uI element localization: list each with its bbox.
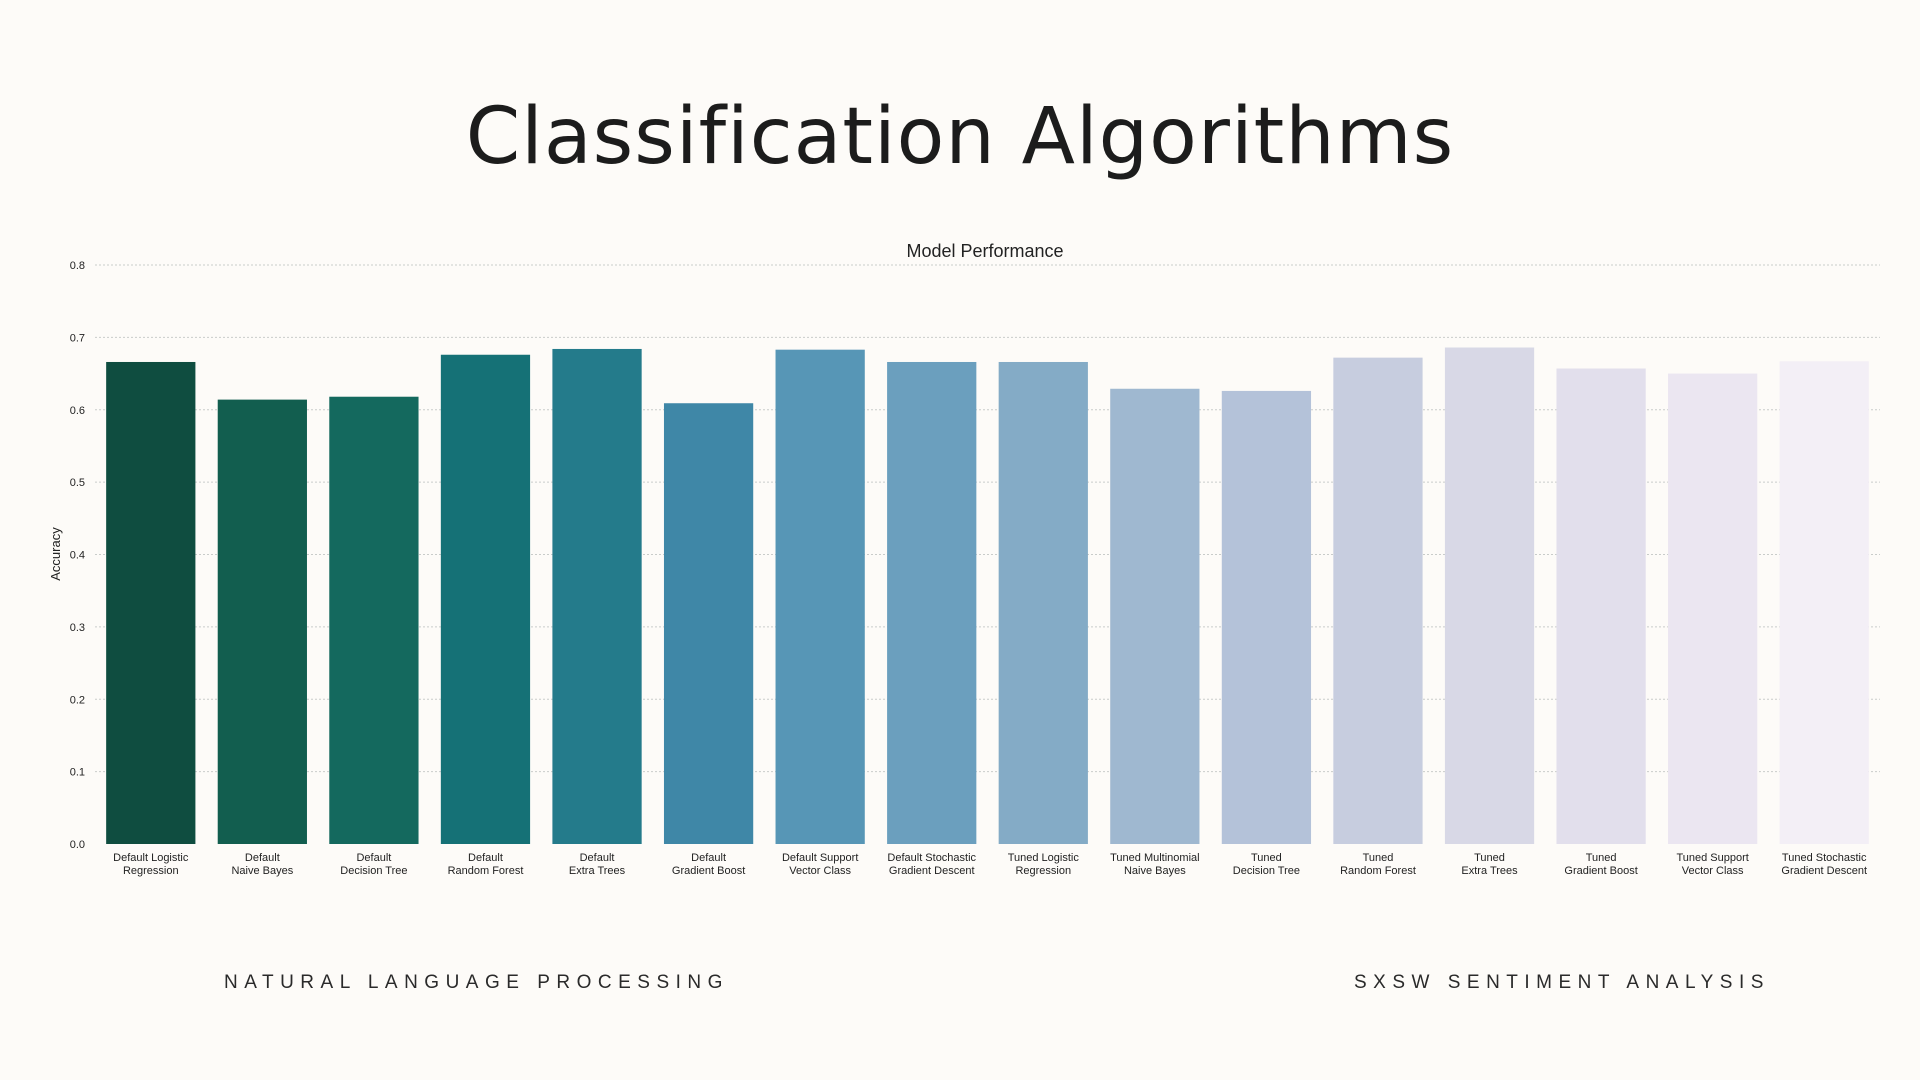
x-tick-label: Tuned Stochastic Gradient Descent xyxy=(1781,852,1867,877)
bar xyxy=(1668,373,1758,844)
x-tick-label: Default Extra Trees xyxy=(569,852,626,877)
bar xyxy=(1221,390,1312,844)
x-tick-label: Default Support Vector Class xyxy=(782,852,858,877)
x-tick-labels: Default Logistic Regression Default Naive B… xyxy=(113,852,1867,877)
x-tick-label: Tuned Support Vector Class xyxy=(1676,852,1748,877)
y-tick-label: 0.2 xyxy=(70,694,85,706)
bar-chart: Model Performance Accuracy 0.00.10.20.30… xyxy=(48,241,1880,877)
bars xyxy=(106,347,1869,844)
bar xyxy=(329,396,419,844)
x-tick-label: Tuned Extra Trees xyxy=(1461,852,1518,877)
bar xyxy=(887,361,977,844)
x-tick-label: Tuned Multinomial Naive Bayes xyxy=(1110,852,1199,877)
bar xyxy=(552,348,642,844)
x-tick-label: Default Logistic Regression xyxy=(113,852,189,877)
bar xyxy=(1333,357,1423,844)
x-tick-label: Default Decision Tree xyxy=(340,852,407,877)
bar xyxy=(106,361,196,844)
footer-left-label: NATURAL LANGUAGE PROCESSING xyxy=(224,972,729,993)
x-tick-label: Tuned Random Forest xyxy=(1340,852,1416,877)
y-tick-label: 0.8 xyxy=(70,260,85,272)
bar xyxy=(998,361,1088,844)
x-tick-label: Tuned Gradient Boost xyxy=(1564,852,1637,877)
y-tick-label: 0.1 xyxy=(70,767,85,779)
chart-container: Model Performance Accuracy 0.0 0.1 0.2 0.3 0… xyxy=(0,230,1920,900)
y-tick-label: 0.3 xyxy=(70,622,85,634)
chart-title: Model Performance xyxy=(906,241,1063,261)
bar xyxy=(1779,361,1869,844)
footer-right-label: SXSW SENTIMENT ANALYSIS xyxy=(1354,972,1770,993)
x-tick-label: Default Random Forest xyxy=(448,852,524,877)
y-tick-labels: 0.0 0.1 0.2 0.3 0.4 0.5 0.6 0.7 0.8 xyxy=(70,260,85,851)
x-tick-label: Tuned Logistic Regression xyxy=(1008,852,1080,877)
bar xyxy=(1110,388,1200,844)
x-tick-label: Tuned Decision Tree xyxy=(1233,852,1300,877)
bar xyxy=(1556,368,1646,844)
x-tick-label: Default Gradient Boost xyxy=(672,852,745,877)
bar xyxy=(775,349,865,844)
y-tick-label: 0.0 xyxy=(70,839,85,851)
x-tick-label: Default Stochastic Gradient Descent xyxy=(887,852,976,877)
bar xyxy=(217,399,307,844)
y-tick-label: 0.4 xyxy=(70,550,85,562)
bar xyxy=(1444,347,1535,844)
y-tick-label: 0.6 xyxy=(70,405,85,417)
slide-title: Classification Algorithms xyxy=(465,92,1455,182)
y-tick-label: 0.5 xyxy=(70,477,85,489)
bar xyxy=(663,403,754,844)
x-tick-label: Default Naive Bayes xyxy=(231,852,293,877)
bar xyxy=(440,354,531,844)
y-tick-label: 0.7 xyxy=(70,332,85,344)
y-axis-label: Accuracy xyxy=(48,527,63,581)
